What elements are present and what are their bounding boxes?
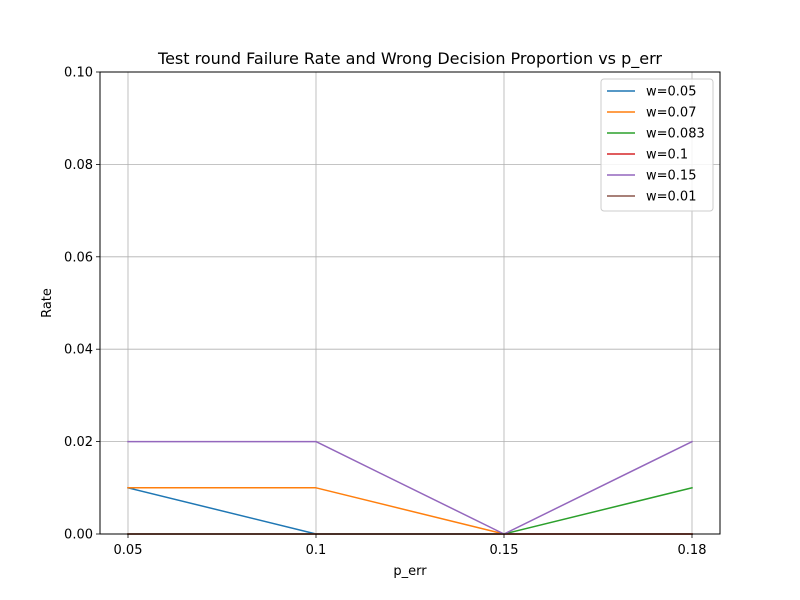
y-tick-label: 0.08 [64,158,93,173]
x-tick-label: 0.15 [490,543,519,558]
x-axis-ticks: 0.05 0.1 0.15 0.18 [114,534,707,558]
x-tick-label: 0.18 [678,543,707,558]
y-tick-label: 0.02 [64,435,93,450]
legend-label: w=0.083 [646,127,705,142]
plot-area-frame [99,71,721,535]
x-axis-label: p_err [393,564,427,579]
legend-label: w=0.05 [646,85,696,100]
legend-label: w=0.07 [646,106,696,121]
x-tick-label: 0.1 [306,543,327,558]
y-tick-label: 0.06 [64,250,93,265]
legend-label: w=0.15 [646,169,696,184]
legend-label: w=0.1 [646,148,688,163]
x-tick-label: 0.05 [114,543,143,558]
series-line [127,440,694,535]
y-tick-label: 0.00 [64,528,93,543]
legend-label: w=0.01 [646,190,696,205]
y-tick-label: 0.10 [64,66,93,81]
legend: w=0.05 w=0.07 w=0.083 w=0.1 w=0.15 w=0.01 [600,78,714,212]
chart-title: Test round Failure Rate and Wrong Decisi… [157,49,662,69]
y-axis-label: Rate [40,288,55,318]
y-axis-ticks: 0.00 0.02 0.04 0.06 0.08 0.10 [64,66,100,543]
y-tick-label: 0.04 [64,343,93,358]
